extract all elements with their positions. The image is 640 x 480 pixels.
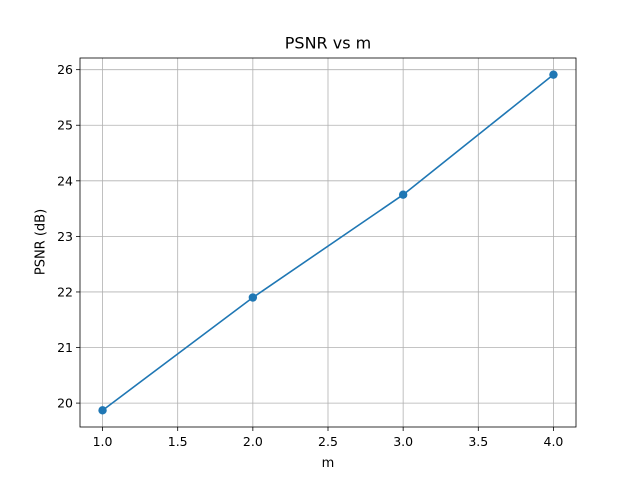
- chart-title: PSNR vs m: [285, 34, 371, 53]
- x-tick-label: 4.0: [544, 434, 564, 449]
- data-point: [549, 70, 558, 79]
- x-tick-label: 1.0: [93, 434, 113, 449]
- grid-lines: [80, 58, 576, 427]
- x-tick-label: 3.5: [468, 434, 488, 449]
- x-tick-label: 2.0: [243, 434, 263, 449]
- data-point: [248, 293, 258, 302]
- x-tick-label: 2.5: [318, 434, 338, 449]
- data-series: [98, 70, 558, 415]
- y-axis-label: PSNR (dB): [34, 209, 49, 275]
- y-tick-label: 26: [57, 62, 73, 77]
- y-tick-label: 20: [57, 396, 73, 411]
- x-tick-label: 1.5: [168, 434, 188, 449]
- y-tick-label: 24: [57, 173, 73, 188]
- x-axis-label: m: [322, 456, 335, 471]
- data-point: [98, 406, 107, 415]
- tick-marks: 1.0 1.5 2.0 2.5 3.0 3.5 4.0 20 21 22 23 24 25 26: [57, 62, 563, 449]
- x-tick-label: 3.0: [393, 434, 413, 449]
- data-point: [398, 190, 408, 199]
- y-tick-label: 21: [57, 340, 73, 355]
- series-line: [102, 74, 554, 411]
- y-tick-label: 25: [57, 118, 73, 133]
- y-tick-label: 23: [57, 229, 73, 244]
- y-tick-label: 22: [57, 284, 73, 299]
